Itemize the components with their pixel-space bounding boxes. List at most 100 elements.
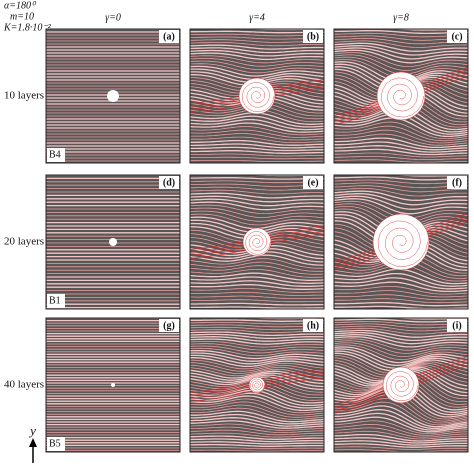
stripe (190, 58, 324, 67)
stripe (190, 284, 324, 290)
stripe (334, 440, 468, 446)
panel-tag-bg (159, 319, 179, 332)
panel (46, 318, 180, 452)
stripe (190, 441, 324, 445)
column-header: γ=4 (249, 12, 265, 23)
stripe (190, 426, 324, 433)
stripe (190, 186, 324, 191)
stripe (190, 410, 324, 423)
stripe (190, 167, 324, 168)
stripe (334, 405, 468, 428)
stripe (334, 336, 468, 348)
stripe (334, 301, 468, 307)
stripe (190, 324, 324, 328)
panel-tag: (f) (452, 177, 462, 188)
stripe (190, 115, 324, 128)
stripe (190, 272, 324, 281)
stripe (190, 326, 324, 331)
stripe (334, 52, 468, 68)
k-label: K=1.8·10⁻² (3, 22, 52, 33)
stripe (190, 183, 324, 187)
stripe (190, 258, 324, 269)
stripe (334, 412, 468, 431)
stripe (190, 33, 324, 37)
stripe (190, 311, 324, 312)
panel-tag-bg (159, 30, 179, 43)
stripe (334, 342, 468, 358)
panel-tag-bg (303, 30, 323, 43)
stripe (190, 291, 324, 296)
stripe (334, 125, 468, 142)
stripe (334, 310, 468, 311)
stripe (190, 306, 324, 309)
stripe (334, 193, 468, 206)
stripe (190, 398, 324, 414)
stripe (190, 413, 324, 425)
stripe (334, 29, 468, 31)
stripe (190, 143, 324, 149)
panel-tag-bg (447, 30, 467, 43)
stripe (334, 188, 468, 197)
stripe (190, 423, 324, 431)
stripe (190, 136, 324, 143)
stripe (190, 118, 324, 131)
stripe (190, 195, 324, 203)
stripe (190, 47, 324, 54)
stripe (334, 427, 468, 438)
stripe (190, 341, 324, 348)
stripe (190, 453, 324, 454)
stripe (334, 145, 468, 153)
stripe (190, 322, 324, 325)
stripe (190, 352, 324, 362)
panel-frame (333, 28, 469, 164)
stripe (190, 26, 324, 27)
stripe (190, 261, 324, 272)
stripe (334, 315, 468, 317)
stripe (334, 281, 468, 293)
stripe (190, 210, 324, 222)
stripe (190, 374, 324, 388)
stripe (190, 354, 324, 365)
stripe (334, 171, 468, 173)
stripe (334, 175, 468, 177)
stripe (190, 52, 324, 61)
stripe (190, 392, 324, 409)
panel-tag: (b) (307, 31, 319, 42)
stripe (334, 137, 468, 149)
panel-frame (189, 28, 325, 164)
stripe (190, 213, 324, 226)
stripe (334, 327, 468, 335)
stripe (190, 177, 324, 180)
panel-tag-bg (447, 176, 467, 189)
sample-tag-bg (47, 294, 65, 308)
panel-tag: (g) (163, 320, 175, 331)
stripe (334, 42, 468, 52)
stripe (334, 277, 468, 290)
panel-frame (189, 317, 325, 453)
sample-tag-bg (47, 437, 65, 451)
stripe (334, 179, 468, 185)
stripe (334, 423, 468, 436)
stripe (190, 170, 324, 171)
stripe (334, 314, 468, 315)
stripe (190, 204, 324, 215)
stripe (190, 319, 324, 322)
panel-tag-bg (447, 319, 467, 332)
stripe (334, 166, 468, 167)
stripe (334, 152, 468, 158)
stripe (334, 325, 468, 332)
panel (190, 175, 324, 312)
row-label: 40 layers (4, 379, 44, 391)
inclusion (109, 238, 117, 246)
column-header: γ=8 (393, 12, 409, 23)
stripe (190, 350, 324, 360)
stripe (190, 44, 324, 50)
stripe (190, 156, 324, 160)
stripe (190, 313, 324, 314)
spiral (241, 82, 275, 113)
panel-frame (333, 174, 469, 310)
stripe (190, 60, 324, 71)
panel-tag: (c) (451, 31, 462, 42)
stripe (334, 156, 468, 160)
stripe (334, 185, 468, 193)
